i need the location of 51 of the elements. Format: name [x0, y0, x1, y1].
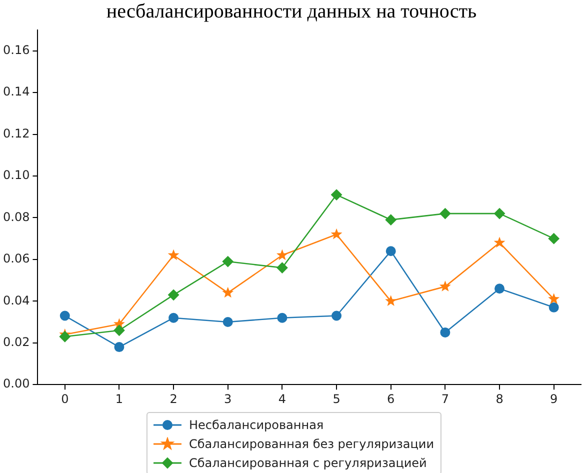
x-tick-label: 2: [170, 392, 178, 406]
legend-label: Сбалансированная с регуляризацией: [188, 456, 427, 470]
point: [385, 295, 397, 306]
point: [440, 208, 451, 220]
legend-label: Сбалансированная без регуляризации: [188, 436, 434, 450]
point: [332, 310, 342, 321]
y-tick-label: 0.16: [3, 42, 30, 57]
x-tick-label: 9: [550, 392, 558, 406]
y-tick-label: 0.00: [3, 376, 30, 391]
x-tick-label: 8: [496, 392, 504, 406]
y-tick-label: 0.04: [3, 293, 30, 308]
point: [276, 249, 288, 260]
point: [548, 302, 559, 312]
y-tick-label: 0.02: [3, 335, 30, 350]
x-tick-label: 7: [441, 392, 449, 406]
point: [385, 214, 396, 226]
point: [114, 324, 125, 336]
x-tick-label: 3: [224, 392, 232, 406]
point: [330, 228, 342, 240]
legend-label: Несбалансированная: [188, 418, 324, 432]
y-tick-label: 0.06: [3, 252, 30, 266]
x-tick-label: 6: [387, 392, 395, 406]
point: [222, 286, 234, 298]
point: [168, 312, 179, 323]
x-tick-label: 1: [115, 392, 124, 406]
point: [548, 293, 560, 304]
x-tick-label: 5: [332, 392, 340, 406]
point: [548, 233, 560, 244]
point: [222, 256, 234, 268]
x-tick-label: 4: [278, 392, 286, 406]
point: [276, 262, 288, 274]
point: [494, 284, 505, 294]
y-tick-label: 0.12: [3, 126, 30, 140]
point: [168, 289, 180, 300]
point: [494, 208, 506, 220]
point: [440, 327, 450, 338]
point: [494, 236, 506, 248]
point: [168, 249, 180, 260]
point: [59, 331, 70, 342]
point: [60, 310, 70, 321]
point: [386, 246, 396, 256]
point: [331, 189, 342, 200]
x-tick-label: 0: [61, 392, 69, 406]
y-tick-label: 0.08: [3, 210, 30, 224]
point: [439, 280, 451, 292]
point: [114, 342, 124, 352]
y-tick-label: 0.10: [3, 168, 30, 182]
chart-title: несбалансированности данных на точность: [106, 0, 477, 22]
point: [277, 312, 288, 323]
y-tick-label: 0.14: [3, 84, 30, 99]
point: [222, 317, 233, 328]
